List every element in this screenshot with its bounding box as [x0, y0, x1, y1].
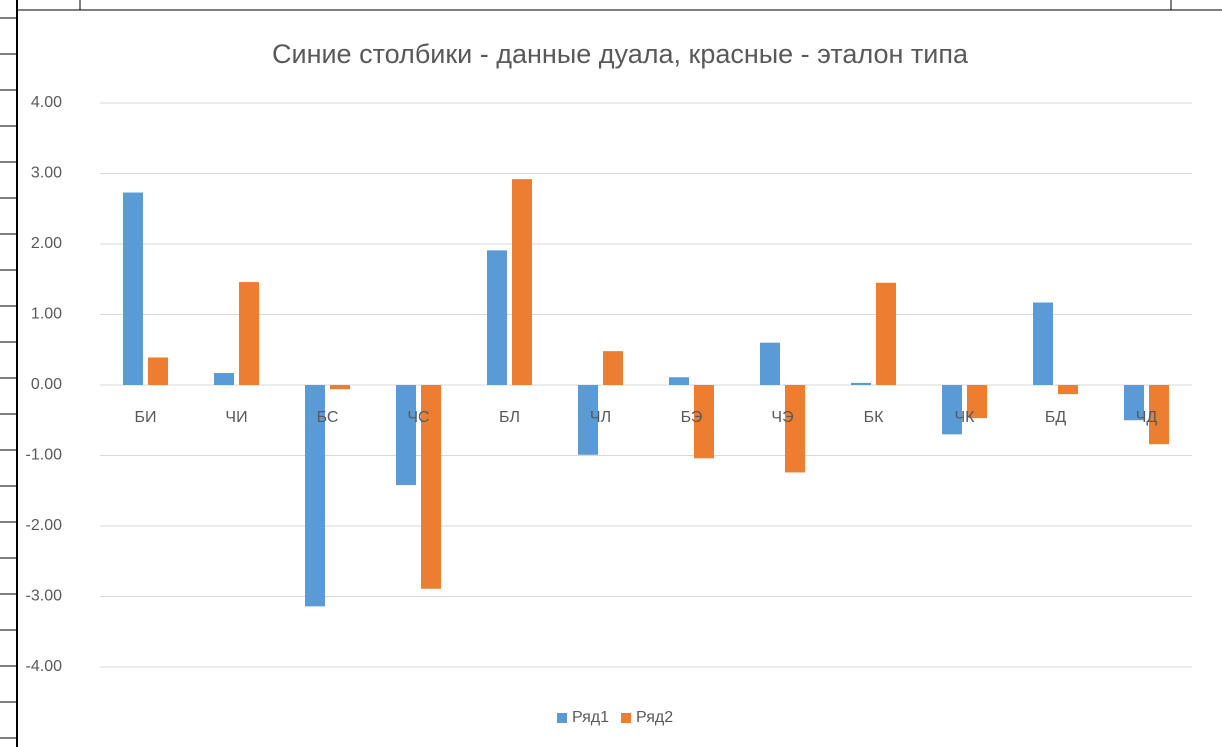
y-tick-label: -1.00: [26, 447, 63, 464]
y-tick-label: 1.00: [31, 306, 62, 323]
x-tick-label: БИ: [135, 409, 157, 426]
bar: [669, 377, 689, 385]
y-tick-label: 0.00: [31, 376, 62, 393]
bar: [785, 385, 805, 473]
bar: [760, 342, 780, 385]
x-tick-label: БЛ: [499, 409, 520, 426]
bar: [967, 385, 987, 419]
bar: [851, 382, 871, 385]
x-tick-label: ЧК: [955, 409, 976, 426]
x-tick-label: БЭ: [681, 409, 703, 426]
bar: [487, 250, 507, 385]
bar: [1124, 385, 1144, 421]
x-tick-label: ЧИ: [225, 409, 247, 426]
bar: [330, 385, 350, 390]
bar: [942, 385, 962, 435]
legend-swatch: [557, 713, 567, 723]
bar: [876, 282, 896, 385]
bar: [148, 357, 168, 385]
y-tick-label: 3.00: [31, 165, 62, 182]
y-tick-label: -3.00: [26, 588, 63, 605]
x-tick-label: ЧС: [407, 409, 429, 426]
bar: [421, 385, 441, 589]
bar: [396, 385, 416, 486]
bar: [512, 179, 532, 385]
chart-title: Синие столбики - данные дуала, красные -…: [272, 39, 969, 69]
x-tick-label: БД: [1045, 409, 1067, 426]
bar: [603, 351, 623, 385]
bar: [239, 282, 259, 385]
legend-swatch: [621, 713, 632, 723]
bar: [694, 385, 714, 459]
x-tick-label: ЧД: [1136, 409, 1158, 426]
y-tick-label: 2.00: [31, 235, 62, 252]
legend-label: Ряд2: [636, 709, 673, 726]
x-tick-label: ЧЭ: [771, 409, 793, 426]
y-tick-label: -4.00: [26, 658, 63, 675]
y-tick-label: 4.00: [31, 94, 62, 111]
y-tick-label: -2.00: [26, 517, 63, 534]
x-tick-label: БС: [317, 409, 339, 426]
bar: [214, 373, 234, 385]
legend-label: Ряд1: [572, 709, 609, 726]
bar: [1033, 302, 1053, 385]
bar: [305, 385, 325, 607]
bar: [1058, 385, 1078, 395]
x-tick-label: БК: [864, 409, 885, 426]
bar: [1149, 385, 1169, 445]
bar: [123, 192, 143, 385]
bar: [578, 385, 598, 455]
x-tick-label: ЧЛ: [590, 409, 611, 426]
